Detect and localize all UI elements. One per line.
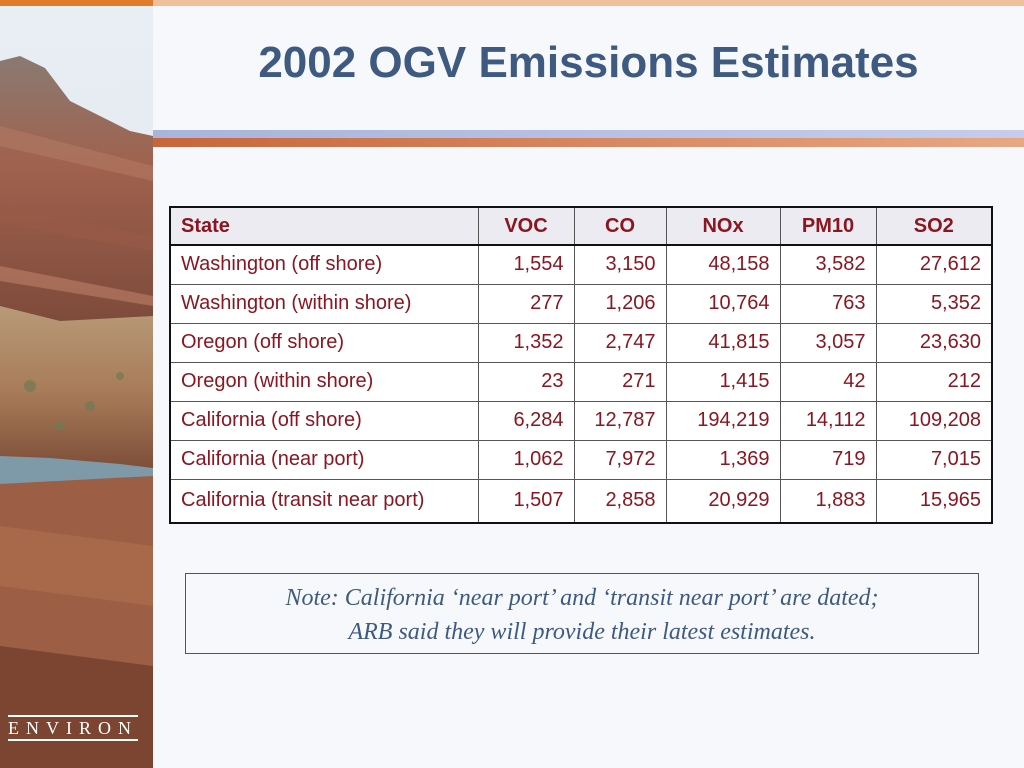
logo-text: ENVIRON: [8, 718, 138, 738]
cell-state: Washington (within shore): [169, 283, 479, 324]
table-row: Oregon (off shore) 1,352 2,747 41,815 3,…: [169, 322, 993, 363]
cell-state: Oregon (off shore): [169, 322, 479, 363]
table-row: California (transit near port) 1,507 2,8…: [169, 478, 993, 524]
cell-pm10: 719: [779, 439, 877, 480]
table-row: California (near port) 1,062 7,972 1,369…: [169, 439, 993, 480]
cell-so2: 109,208: [875, 400, 993, 441]
cell-nox: 1,415: [665, 361, 781, 402]
title-divider-blue: [153, 130, 1024, 138]
environ-logo: ENVIRON: [8, 715, 138, 741]
cell-pm10: 42: [779, 361, 877, 402]
header-so2: SO2: [875, 206, 993, 246]
cell-nox: 194,219: [665, 400, 781, 441]
cell-state: California (transit near port): [169, 478, 479, 524]
table-row: Washington (off shore) 1,554 3,150 48,15…: [169, 244, 993, 285]
cell-voc: 1,507: [477, 478, 575, 524]
cell-so2: 27,612: [875, 244, 993, 285]
table-header-row: State VOC CO NOx PM10 SO2: [169, 206, 993, 246]
cell-voc: 23: [477, 361, 575, 402]
header-pm10: PM10: [779, 206, 877, 246]
note-line-1: Note: California ‘near port’ and ‘transi…: [285, 585, 879, 611]
top-accent-bar-orange: [0, 0, 153, 6]
header-co: CO: [573, 206, 667, 246]
cell-voc: 6,284: [477, 400, 575, 441]
cell-nox: 20,929: [665, 478, 781, 524]
header-state: State: [169, 206, 479, 246]
cell-so2: 212: [875, 361, 993, 402]
table-row: Oregon (within shore) 23 271 1,415 42 21…: [169, 361, 993, 402]
title-divider-orange: [153, 138, 1024, 147]
cell-pm10: 1,883: [779, 478, 877, 524]
cell-so2: 23,630: [875, 322, 993, 363]
emissions-table: State VOC CO NOx PM10 SO2 Washington (of…: [169, 206, 993, 524]
cell-co: 271: [573, 361, 667, 402]
cell-voc: 1,062: [477, 439, 575, 480]
slide-title: 2002 OGV Emissions Estimates: [258, 38, 919, 87]
cell-co: 3,150: [573, 244, 667, 285]
cell-nox: 10,764: [665, 283, 781, 324]
header-nox: NOx: [665, 206, 781, 246]
top-accent-bar: [153, 0, 1024, 6]
cell-so2: 5,352: [875, 283, 993, 324]
cell-nox: 1,369: [665, 439, 781, 480]
cell-so2: 15,965: [875, 478, 993, 524]
cell-state: Oregon (within shore): [169, 361, 479, 402]
cell-co: 12,787: [573, 400, 667, 441]
cell-so2: 7,015: [875, 439, 993, 480]
cell-nox: 41,815: [665, 322, 781, 363]
cell-voc: 1,352: [477, 322, 575, 363]
cell-co: 2,747: [573, 322, 667, 363]
note-line-2: ARB said they will provide their latest …: [348, 619, 816, 645]
cell-voc: 1,554: [477, 244, 575, 285]
cell-pm10: 14,112: [779, 400, 877, 441]
cell-co: 1,206: [573, 283, 667, 324]
cell-state: California (off shore): [169, 400, 479, 441]
table-row: California (off shore) 6,284 12,787 194,…: [169, 400, 993, 441]
cell-state: Washington (off shore): [169, 244, 479, 285]
canyon-photo: [0, 6, 153, 768]
cell-nox: 48,158: [665, 244, 781, 285]
logo-rule-bottom: [8, 739, 138, 741]
cell-pm10: 3,057: [779, 322, 877, 363]
cell-voc: 277: [477, 283, 575, 324]
cell-co: 7,972: [573, 439, 667, 480]
table-row: Washington (within shore) 277 1,206 10,7…: [169, 283, 993, 324]
cell-pm10: 763: [779, 283, 877, 324]
note-box: Note: California ‘near port’ and ‘transi…: [185, 573, 979, 654]
canyon-landscape-image: [0, 6, 153, 768]
logo-rule-top: [8, 715, 138, 717]
cell-co: 2,858: [573, 478, 667, 524]
cell-pm10: 3,582: [779, 244, 877, 285]
cell-state: California (near port): [169, 439, 479, 480]
header-voc: VOC: [477, 206, 575, 246]
